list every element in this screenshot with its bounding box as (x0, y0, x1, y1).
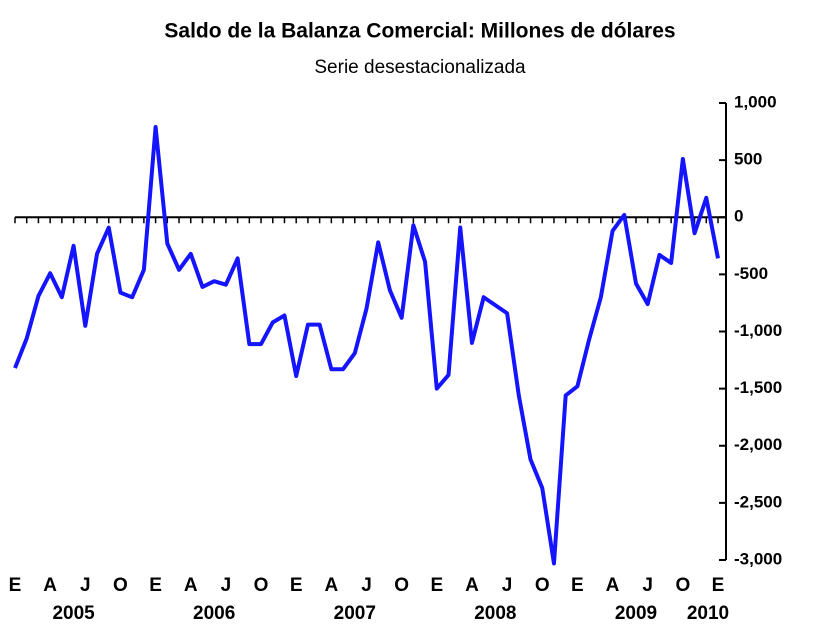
x-tick-label: A (606, 575, 620, 596)
y-tick-label: -500 (734, 264, 768, 283)
year-label: 2009 (615, 603, 657, 624)
x-tick-label: J (80, 575, 91, 596)
x-tick-label: J (221, 575, 232, 596)
chart-subtitle: Serie desestacionalizada (314, 57, 526, 78)
x-tick-label: O (113, 575, 128, 596)
year-label: 2007 (334, 603, 376, 624)
x-tick-label: A (43, 575, 57, 596)
x-tick-label: O (535, 575, 550, 596)
x-tick-label: O (254, 575, 269, 596)
x-tick-label: J (502, 575, 513, 596)
x-tick-label: A (184, 575, 198, 596)
year-label: 2010 (687, 603, 729, 624)
x-tick-label: O (675, 575, 690, 596)
data-line (13, 124, 720, 566)
y-tick-label: -1,500 (734, 378, 782, 397)
year-label: 2006 (193, 603, 235, 624)
x-tick-label: A (324, 575, 338, 596)
y-tick-label: -1,000 (734, 321, 782, 340)
x-tick-label: O (394, 575, 409, 596)
x-tick-label: A (465, 575, 479, 596)
x-tick-label: E (571, 575, 584, 596)
year-label: 2008 (474, 603, 516, 624)
x-tick-label: E (430, 575, 443, 596)
x-tick-label: E (290, 575, 303, 596)
y-tick-label: -2,500 (734, 492, 782, 511)
year-label: 2005 (52, 603, 95, 624)
y-tick-label: 500 (734, 150, 762, 169)
chart-title: Saldo de la Balanza Comercial: Millones … (164, 20, 675, 43)
x-tick-label: E (149, 575, 162, 596)
y-tick-label: 1,000 (734, 92, 777, 111)
x-tick-label: E (712, 575, 725, 596)
x-tick-label: J (361, 575, 372, 596)
x-tick-label: J (642, 575, 653, 596)
y-tick-label: 0 (734, 207, 743, 226)
y-tick-label: -3,000 (734, 549, 782, 568)
y-tick-label: -2,000 (734, 435, 782, 454)
x-tick-label: E (9, 575, 22, 596)
